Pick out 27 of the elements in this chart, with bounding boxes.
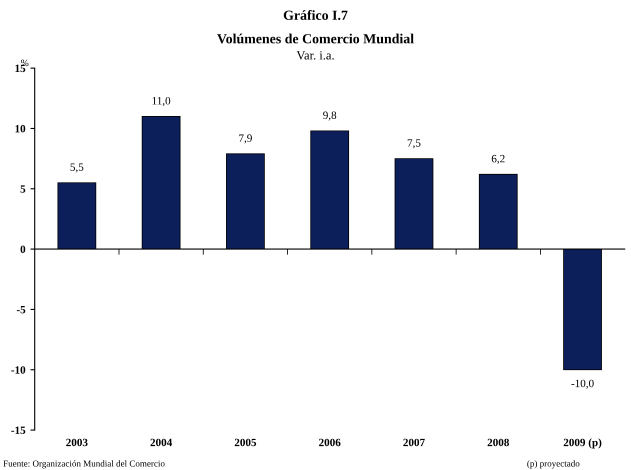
text: (p) proyectado: [527, 460, 580, 468]
x-tick-label: 2009 (p): [564, 438, 602, 448]
data-label: 5,5: [70, 163, 84, 172]
y-tick-label: -5: [16, 306, 26, 314]
chart-title: Gráfico I.7: [284, 10, 348, 20]
y-tick-label: -15: [11, 426, 26, 434]
y-tick-label: 0: [20, 246, 26, 254]
data-label: 6,2: [492, 154, 505, 164]
y-axis-title: %: [21, 60, 28, 66]
source-note: Fuente: Organización Mundial del Comercio: [3, 460, 165, 468]
x-tick-label: 2007: [403, 438, 425, 446]
y-tick-label: 15: [15, 64, 26, 72]
y-tick-label: -10: [11, 366, 26, 374]
y-tick-label: 5: [20, 185, 26, 193]
data-label: 9,8: [323, 111, 336, 121]
data-label: 7,5: [408, 139, 420, 148]
data-label: -10,0: [571, 380, 594, 389]
x-tick-label: 2005: [234, 438, 256, 446]
text: Var. i.a.: [296, 51, 334, 60]
y-tick-label: 10: [15, 124, 26, 132]
chart-subtitle: Volúmenes de Comercio Mundial: [217, 34, 414, 44]
x-tick-label: 2008: [488, 438, 510, 446]
x-tick-label: 2003: [66, 438, 88, 446]
x-tick-label: 2004: [150, 438, 172, 446]
data-label: 11,0: [152, 96, 170, 106]
data-label: 7,9: [239, 134, 252, 144]
x-tick-label: 2006: [319, 438, 340, 446]
